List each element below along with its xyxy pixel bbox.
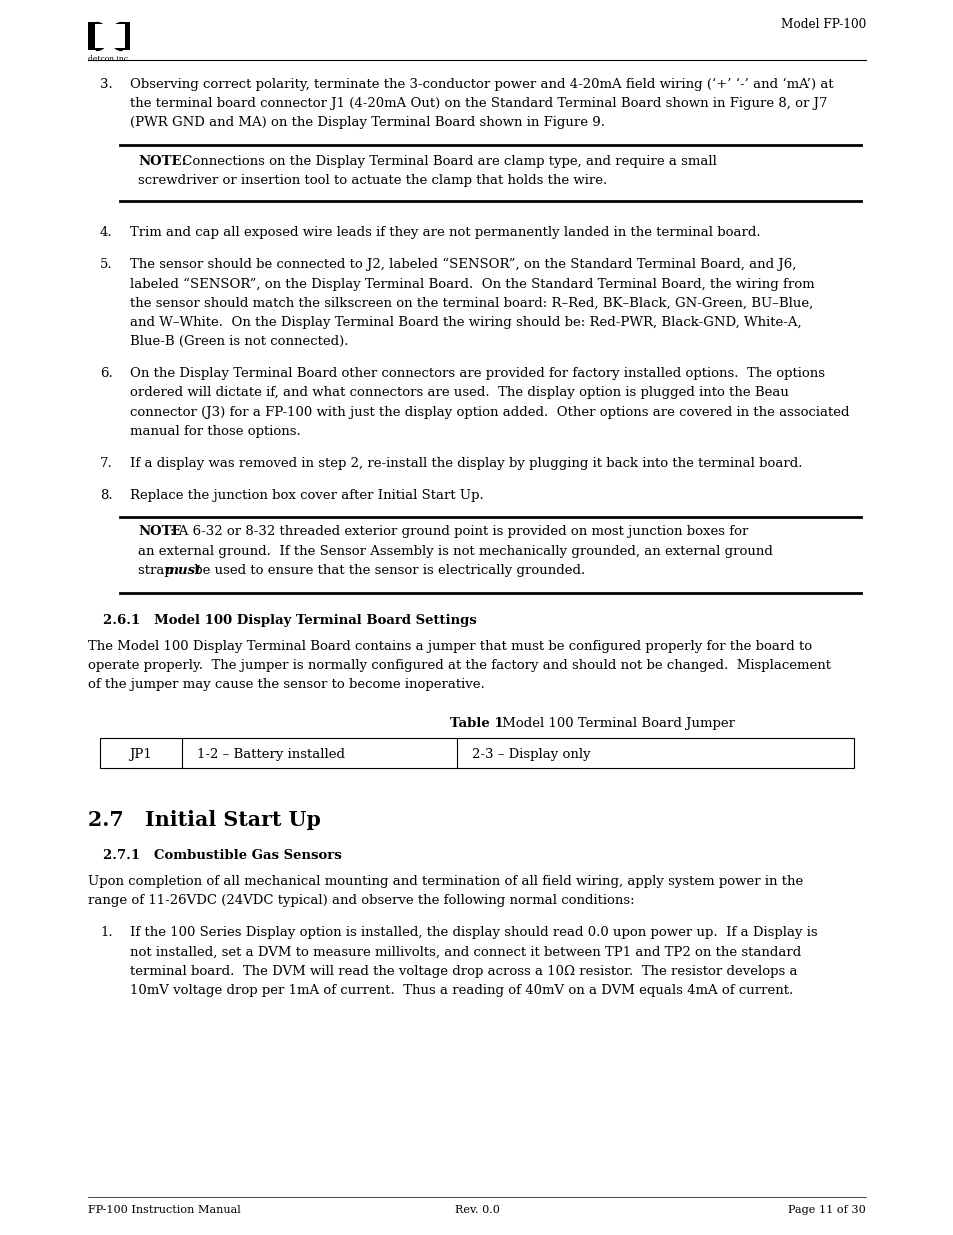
- Text: 10mV voltage drop per 1mA of current.  Thus a reading of 40mV on a DVM equals 4m: 10mV voltage drop per 1mA of current. Th…: [130, 984, 792, 997]
- Text: JP1: JP1: [130, 748, 152, 762]
- Text: the sensor should match the silkscreen on the terminal board: R–Red, BK–Black, G: the sensor should match the silkscreen o…: [130, 296, 812, 310]
- Text: 4.: 4.: [100, 226, 112, 240]
- Text: 6.: 6.: [100, 367, 112, 380]
- Text: NOTE:: NOTE:: [138, 154, 186, 168]
- Text: 2.7   Initial Start Up: 2.7 Initial Start Up: [88, 810, 320, 830]
- Text: of the jumper may cause the sensor to become inoperative.: of the jumper may cause the sensor to be…: [88, 678, 484, 692]
- Text: and W–White.  On the Display Terminal Board the wiring should be: Red-PWR, Black: and W–White. On the Display Terminal Boa…: [130, 316, 801, 329]
- Text: 2.7.1   Combustible Gas Sensors: 2.7.1 Combustible Gas Sensors: [103, 848, 341, 862]
- Text: screwdriver or insertion tool to actuate the clamp that holds the wire.: screwdriver or insertion tool to actuate…: [138, 174, 607, 186]
- Text: 3.: 3.: [100, 78, 112, 91]
- Text: Blue-B (Green is not connected).: Blue-B (Green is not connected).: [130, 335, 348, 348]
- Text: Trim and cap all exposed wire leads if they are not permanently landed in the te: Trim and cap all exposed wire leads if t…: [130, 226, 760, 240]
- Text: 1-2 – Battery installed: 1-2 – Battery installed: [196, 748, 345, 762]
- Text: operate properly.  The jumper is normally configured at the factory and should n: operate properly. The jumper is normally…: [88, 659, 830, 672]
- Text: not installed, set a DVM to measure millivolts, and connect it between TP1 and T: not installed, set a DVM to measure mill…: [130, 945, 801, 958]
- Text: be used to ensure that the sensor is electrically grounded.: be used to ensure that the sensor is ele…: [190, 564, 584, 577]
- Text: range of 11-26VDC (24VDC typical) and observe the following normal conditions:: range of 11-26VDC (24VDC typical) and ob…: [88, 894, 634, 906]
- Text: NOTE: NOTE: [138, 525, 181, 538]
- Text: connector (J3) for a FP-100 with just the display option added.  Other options a: connector (J3) for a FP-100 with just th…: [130, 405, 848, 419]
- Text: an external ground.  If the Sensor Assembly is not mechanically grounded, an ext: an external ground. If the Sensor Assemb…: [138, 545, 772, 557]
- Text: Model FP-100: Model FP-100: [780, 19, 865, 31]
- Text: Observing correct polarity, terminate the 3-conductor power and 4-20mA field wir: Observing correct polarity, terminate th…: [130, 78, 833, 91]
- Text: Model 100 Terminal Board Jumper: Model 100 Terminal Board Jumper: [497, 716, 734, 730]
- Text: strap: strap: [138, 564, 177, 577]
- FancyBboxPatch shape: [121, 22, 130, 49]
- Text: Connections on the Display Terminal Board are clamp type, and require a small: Connections on the Display Terminal Boar…: [178, 154, 716, 168]
- Text: ordered will dictate if, and what connectors are used.  The display option is pl: ordered will dictate if, and what connec…: [130, 387, 788, 399]
- Text: (PWR GND and MA) on the Display Terminal Board shown in Figure 9.: (PWR GND and MA) on the Display Terminal…: [130, 116, 604, 130]
- Text: must: must: [164, 564, 201, 577]
- Text: 1.: 1.: [100, 926, 112, 939]
- FancyBboxPatch shape: [88, 22, 96, 49]
- Text: If a display was removed in step 2, re-install the display by plugging it back i: If a display was removed in step 2, re-i…: [130, 457, 801, 471]
- Text: Rev. 0.0: Rev. 0.0: [454, 1205, 499, 1215]
- Text: labeled “SENSOR”, on the Display Terminal Board.  On the Standard Terminal Board: labeled “SENSOR”, on the Display Termina…: [130, 278, 814, 290]
- Text: : A 6-32 or 8-32 threaded exterior ground point is provided on most junction box: : A 6-32 or 8-32 threaded exterior groun…: [171, 525, 748, 538]
- Text: Upon completion of all mechanical mounting and termination of all field wiring, : Upon completion of all mechanical mounti…: [88, 874, 802, 888]
- Text: 8.: 8.: [100, 489, 112, 503]
- Bar: [100, 739, 853, 768]
- Text: the terminal board connector J1 (4-20mA Out) on the Standard Terminal Board show: the terminal board connector J1 (4-20mA …: [130, 98, 826, 110]
- Text: 2.6.1   Model 100 Display Terminal Board Settings: 2.6.1 Model 100 Display Terminal Board S…: [103, 614, 476, 627]
- Text: The Model 100 Display Terminal Board contains a jumper that must be configured p: The Model 100 Display Terminal Board con…: [88, 640, 811, 653]
- Text: manual for those options.: manual for those options.: [130, 425, 300, 437]
- Bar: [95, 23, 125, 48]
- Text: FP-100 Instruction Manual: FP-100 Instruction Manual: [88, 1205, 240, 1215]
- Text: The sensor should be connected to J2, labeled “SENSOR”, on the Standard Terminal: The sensor should be connected to J2, la…: [130, 258, 796, 272]
- Text: 7.: 7.: [100, 457, 112, 471]
- Text: 2-3 – Display only: 2-3 – Display only: [472, 748, 590, 762]
- Text: Table 1: Table 1: [450, 716, 503, 730]
- Text: If the 100 Series Display option is installed, the display should read 0.0 upon : If the 100 Series Display option is inst…: [130, 926, 817, 939]
- Text: terminal board.  The DVM will read the voltage drop across a 10Ω resistor.  The : terminal board. The DVM will read the vo…: [130, 965, 797, 978]
- Text: Replace the junction box cover after Initial Start Up.: Replace the junction box cover after Ini…: [130, 489, 483, 503]
- Text: Page 11 of 30: Page 11 of 30: [787, 1205, 865, 1215]
- Text: 5.: 5.: [100, 258, 112, 272]
- Text: On the Display Terminal Board other connectors are provided for factory installe: On the Display Terminal Board other conn…: [130, 367, 824, 380]
- Text: detcon inc.: detcon inc.: [88, 56, 131, 63]
